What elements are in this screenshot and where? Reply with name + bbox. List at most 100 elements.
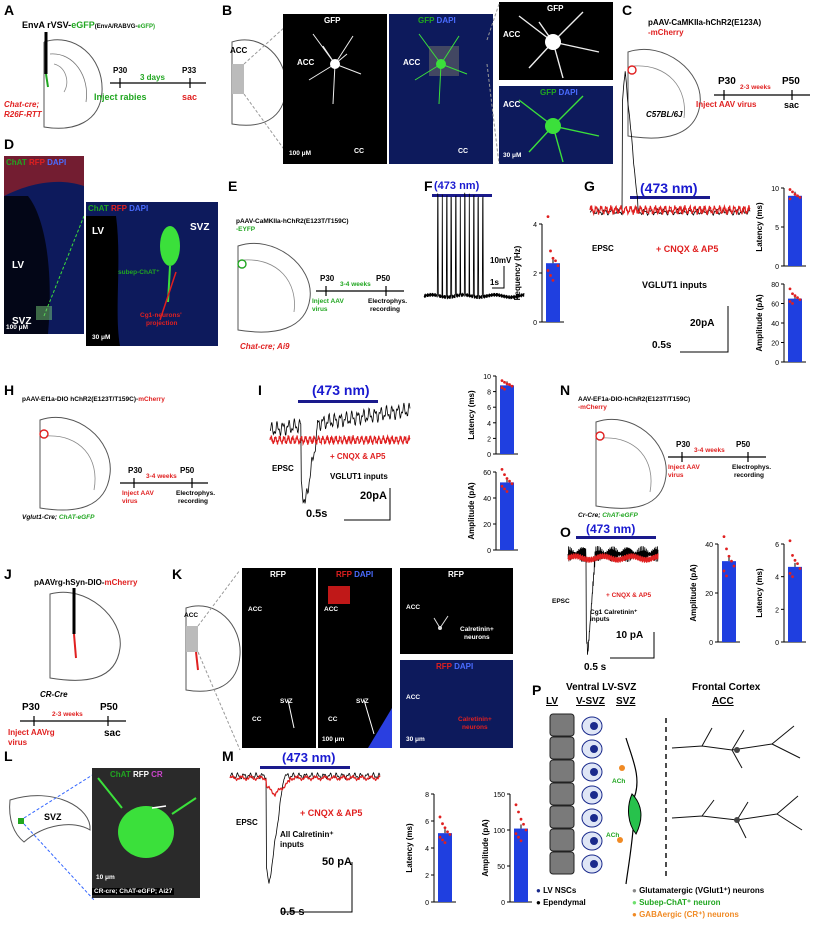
y-tick-label: 150	[493, 792, 505, 799]
p-ach2: ACh	[606, 832, 620, 839]
c-p50: P50	[782, 76, 800, 87]
a-inject: Inject rabies	[94, 92, 147, 102]
panel-label-j: J	[4, 566, 12, 582]
d-title-left: ChAT RFP DAPI	[6, 158, 66, 167]
bar	[500, 385, 514, 454]
data-point	[796, 296, 799, 300]
e-construct: pAAV-CaMKIIa-hChR2(E123T/T159C)	[236, 218, 349, 225]
panel-label-m: M	[222, 748, 234, 764]
l-brain-diagram	[9, 773, 95, 901]
e-ephys: Electrophys.	[368, 298, 408, 305]
d-scale2: 30 μM	[92, 334, 111, 341]
k-rfp-dapi-image	[318, 568, 392, 748]
l-mouse: CR-cre; ChAT-eGFP; Ai27	[92, 888, 175, 895]
data-point	[503, 387, 506, 391]
b-gfp-dapi-zoom-neuron	[518, 95, 600, 163]
bar	[514, 828, 528, 902]
data-point	[549, 274, 552, 277]
k-rfp-zoom-title: RFP	[448, 570, 464, 579]
nsc-nucleus	[590, 791, 598, 799]
d-svz: SVZ	[12, 316, 32, 327]
h-timeline	[120, 478, 208, 488]
y-axis-label: Latency (ms)	[755, 202, 764, 252]
c-sac: sac	[784, 100, 800, 110]
g-scalebar	[680, 306, 729, 353]
b-gfp3: GFP	[540, 88, 557, 97]
a-p30: P30	[113, 66, 128, 75]
m-traces	[229, 771, 381, 884]
y-tick-label: 0	[487, 548, 491, 555]
panel-label-a: A	[4, 2, 15, 18]
m-epsc: EPSC	[236, 818, 258, 827]
data-point	[788, 188, 792, 191]
h-p30: P30	[128, 466, 143, 475]
n-weeks: 3-4 weeks	[694, 447, 725, 454]
e-mouse: Chat-cre; Ai9	[240, 342, 290, 351]
data-point	[514, 803, 518, 807]
data-point	[500, 468, 504, 471]
data-point	[441, 822, 444, 826]
y-tick-label: 10	[771, 186, 779, 193]
b-acc4: ACC	[503, 100, 521, 109]
nsc-nucleus	[590, 722, 598, 730]
data-point	[796, 562, 799, 565]
m-inputs1: All Calretinin⁺	[280, 830, 334, 839]
c-construct2: -mCherry	[648, 28, 684, 37]
k-neurons: neurons	[464, 634, 490, 641]
j-construct: pAAVrg-hSyn-DIO-mCherry	[34, 578, 137, 587]
panel-label-k: K	[172, 566, 183, 582]
data-point	[798, 195, 802, 199]
j-p50: P50	[100, 702, 118, 713]
a-days: 3 days	[140, 73, 165, 82]
p-region2: Frontal Cortex	[692, 682, 761, 693]
y-tick-label: 0	[501, 900, 505, 907]
a-mouse2: R26F-RTT	[4, 110, 42, 119]
p-schematic	[549, 713, 803, 885]
e-inject: Inject AAV	[312, 298, 344, 305]
n-recording: recording	[734, 472, 764, 479]
p-legend-subep-text: Subep-ChAT⁺ neuron	[639, 898, 721, 907]
data-point	[788, 287, 792, 291]
h-mouse: Vglut1-Cre; ChAT-eGFP	[22, 514, 94, 521]
data-point	[727, 554, 731, 558]
o-inputs2: inputs	[590, 616, 610, 623]
p-svz: SVZ	[616, 696, 636, 707]
f-scalebar	[492, 266, 505, 289]
k-rfp-dapi-detail	[328, 586, 392, 748]
data-point	[438, 835, 442, 839]
p-legend-subep: ● Subep-ChAT⁺ neuron	[632, 898, 721, 907]
data-point	[508, 479, 511, 483]
g-pa: 20pA	[690, 318, 715, 329]
j-mouse: CR-Cre	[40, 690, 68, 699]
data-point	[796, 194, 799, 198]
b-scale1: 100 μM	[289, 150, 312, 157]
m-cnqx: + CNQX & AP5	[300, 808, 363, 818]
n-p50: P50	[736, 440, 751, 449]
b-cc2: CC	[458, 148, 469, 155]
d-dapi2: DAPI	[129, 204, 149, 213]
panel-label-p: P	[532, 682, 542, 698]
k-rfp-zoom-detail	[433, 615, 449, 630]
k-rfp-detail	[287, 699, 295, 729]
data-point	[788, 572, 792, 575]
m-pa: 50 pA	[322, 856, 352, 868]
data-point	[551, 256, 555, 260]
p-acc: ACC	[712, 696, 734, 707]
k-scale2: 30 μm	[406, 736, 425, 743]
y-tick-label: 0	[709, 640, 713, 647]
h-construct: pAAV-Ef1a-DIO hChR2(E123T/T159C)-mCherry	[22, 396, 165, 403]
h-inject2: virus	[122, 498, 138, 505]
b-dapi: DAPI	[436, 16, 456, 25]
panel-label-d: D	[4, 136, 15, 152]
a-construct-part2: eGFP	[71, 20, 95, 30]
y-tick-label: 50	[497, 864, 505, 871]
y-tick-label: 0	[775, 360, 779, 367]
data-point	[554, 259, 557, 263]
nsc-nucleus	[590, 860, 598, 868]
y-tick-label: 0	[533, 320, 537, 327]
b-gfp-dapi-image	[389, 14, 493, 164]
nsc-nucleus	[590, 768, 598, 776]
y-tick-label: 2	[533, 271, 537, 278]
a-construct-part1: EnvA rVSV-	[22, 20, 72, 30]
f-s: 1s	[490, 278, 499, 287]
